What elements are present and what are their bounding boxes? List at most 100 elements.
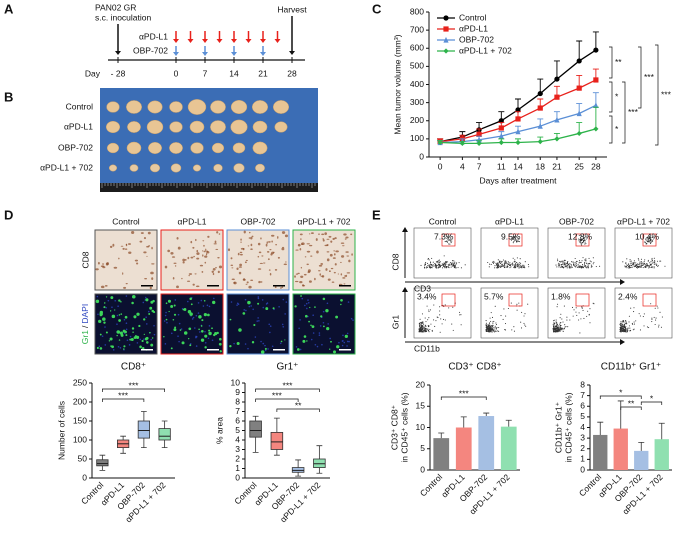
- stain: [268, 269, 271, 271]
- stain: [112, 243, 115, 247]
- flow-dot: [419, 318, 421, 320]
- flow-dot: [655, 264, 658, 266]
- marker: [515, 107, 521, 113]
- flow-dot: [494, 267, 496, 269]
- dapi: [316, 345, 319, 348]
- stain: [186, 280, 191, 282]
- flow-dot: [633, 266, 635, 268]
- flow-dot: [558, 266, 560, 268]
- tumor: [230, 119, 248, 135]
- stain: [320, 263, 324, 265]
- tumor: [106, 101, 120, 113]
- tumor: [105, 120, 121, 134]
- gr1-signal: [340, 298, 343, 302]
- x-tick-label: 28: [591, 161, 601, 171]
- gate: [508, 233, 523, 247]
- stain: [281, 231, 286, 234]
- y-tick-label: 9: [235, 387, 240, 397]
- gr1-signal: [149, 331, 151, 334]
- flow-dot: [599, 265, 601, 267]
- flow-dot: [641, 262, 643, 264]
- y-axis-label: in CD45⁺ cells (%): [399, 392, 409, 462]
- box: [270, 431, 284, 450]
- marker: [515, 128, 521, 135]
- dapi: [244, 298, 247, 301]
- stain: [188, 275, 191, 277]
- stain: [120, 245, 124, 247]
- dapi: [178, 340, 180, 343]
- dapi: [243, 309, 246, 311]
- flow-dot: [443, 263, 445, 265]
- flow-dot: [520, 263, 522, 265]
- gr1-signal: [242, 312, 246, 315]
- stain: [308, 233, 311, 235]
- significance: ***: [661, 89, 672, 99]
- flow-dot: [421, 329, 423, 331]
- dapi: [213, 297, 215, 300]
- significance-bracket: [622, 81, 626, 144]
- flow-dot: [497, 262, 499, 264]
- flow-dot: [658, 326, 660, 328]
- flow-dot: [519, 258, 521, 260]
- dapi: [180, 328, 183, 330]
- flow-dot: [558, 330, 560, 332]
- flow-dot: [622, 327, 624, 330]
- flow-dot: [624, 329, 626, 331]
- legend-marker: [443, 48, 449, 54]
- flow-dot: [553, 323, 556, 325]
- marker: [554, 136, 560, 142]
- y-axis-label: in CD45⁺ cells (%): [563, 392, 573, 462]
- flow-dot: [656, 260, 659, 262]
- flow-dot: [661, 316, 663, 318]
- gr1-signal: [294, 305, 297, 308]
- dapi: [318, 334, 321, 336]
- flow-dot: [650, 264, 652, 267]
- flow-dot: [439, 262, 441, 264]
- significance-bracket: [102, 388, 165, 392]
- flow-dot: [452, 306, 454, 308]
- flow-dot: [432, 261, 434, 263]
- flow-dot: [573, 309, 575, 311]
- y-tick-label: 20: [416, 379, 426, 389]
- flow-dot: [565, 263, 567, 265]
- flow-dot: [431, 265, 433, 267]
- flow-dot: [641, 261, 643, 263]
- flow-dot: [651, 267, 653, 269]
- flow-dot: [624, 266, 626, 268]
- gate-percent: 5.7%: [484, 291, 504, 301]
- flow-dot: [453, 260, 455, 262]
- flow-dot: [425, 262, 427, 264]
- tumor: [126, 141, 142, 155]
- gate: [441, 293, 456, 307]
- dapi: [112, 349, 115, 351]
- stain: [345, 236, 349, 239]
- stain: [239, 253, 243, 256]
- significance: *: [619, 387, 623, 397]
- stain: [164, 265, 168, 269]
- significance-bracket: [620, 406, 642, 410]
- flow-dot: [428, 317, 430, 319]
- dapi: [236, 304, 238, 306]
- gr1-signal: [95, 299, 100, 304]
- significance: **: [295, 400, 302, 410]
- stain: [318, 264, 323, 267]
- stain: [128, 251, 132, 254]
- flow-dot: [588, 257, 590, 259]
- stain: [271, 234, 275, 237]
- stain: [245, 283, 248, 285]
- marker: [593, 102, 599, 108]
- flow-dot: [439, 306, 441, 308]
- flow-dot: [624, 320, 626, 322]
- flow-dot: [520, 264, 522, 266]
- flow-dot: [589, 260, 591, 262]
- stain: [306, 250, 311, 253]
- legend-label: OBP-702: [459, 34, 494, 44]
- flow-dot: [555, 327, 557, 329]
- marker: [576, 110, 582, 117]
- stain: [240, 241, 242, 243]
- stain: [267, 258, 270, 261]
- flow-dot: [447, 264, 449, 266]
- stain: [340, 261, 342, 263]
- marker: [554, 76, 560, 82]
- stain: [134, 259, 139, 262]
